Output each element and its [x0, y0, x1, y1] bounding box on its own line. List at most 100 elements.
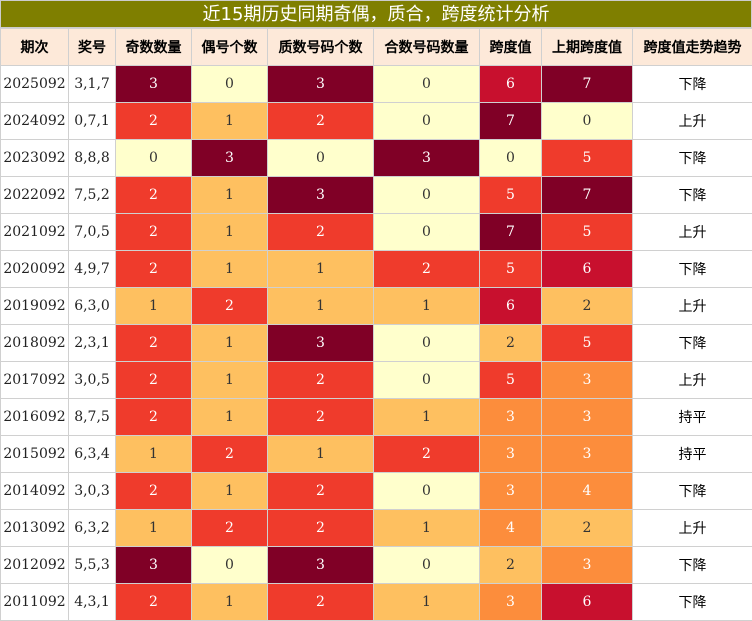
even-count-cell: 1 [191, 176, 268, 214]
table-row: 2019092 6,3,0 1 2 1 1 6 2 上升 [0, 287, 752, 325]
numbers-cell: 8,7,5 [68, 398, 116, 436]
prev-span-cell: 2 [541, 509, 633, 547]
composite-count-cell: 0 [373, 324, 480, 362]
numbers-cell: 7,5,2 [68, 176, 116, 214]
span-cell: 0 [479, 139, 542, 177]
odd-count-cell: 2 [115, 361, 192, 399]
numbers-cell: 5,5,3 [68, 546, 116, 584]
even-count-cell: 2 [191, 435, 268, 473]
composite-count-cell: 2 [373, 435, 480, 473]
odd-count-cell: 3 [115, 546, 192, 584]
header-prev-span: 上期跨度值 [541, 28, 633, 66]
composite-count-cell: 1 [373, 398, 480, 436]
table-row: 2022092 7,5,2 2 1 3 0 5 7 下降 [0, 176, 752, 214]
header-span: 跨度值 [479, 28, 542, 66]
trend-cell: 上升 [632, 102, 752, 140]
odd-count-cell: 0 [115, 139, 192, 177]
period-cell: 2021092 [0, 213, 69, 251]
table-title: 近15期历史同期奇偶，质合，跨度统计分析 [0, 0, 752, 28]
numbers-cell: 0,7,1 [68, 102, 116, 140]
prev-span-cell: 7 [541, 176, 633, 214]
span-cell: 6 [479, 287, 542, 325]
prev-span-cell: 3 [541, 398, 633, 436]
table-row: 2017092 3,0,5 2 1 2 0 5 3 上升 [0, 361, 752, 399]
prev-span-cell: 0 [541, 102, 633, 140]
prev-span-cell: 5 [541, 213, 633, 251]
even-count-cell: 0 [191, 546, 268, 584]
even-count-cell: 1 [191, 398, 268, 436]
period-cell: 2020092 [0, 250, 69, 288]
span-cell: 3 [479, 472, 542, 510]
composite-count-cell: 1 [373, 509, 480, 547]
even-count-cell: 1 [191, 250, 268, 288]
trend-cell: 下降 [632, 65, 752, 103]
prev-span-cell: 3 [541, 546, 633, 584]
table-row: 2016092 8,7,5 2 1 2 1 3 3 持平 [0, 398, 752, 436]
span-cell: 6 [479, 65, 542, 103]
numbers-cell: 6,3,0 [68, 287, 116, 325]
prime-count-cell: 1 [267, 287, 374, 325]
table-row: 2021092 7,0,5 2 1 2 0 7 5 上升 [0, 213, 752, 251]
prev-span-cell: 4 [541, 472, 633, 510]
prime-count-cell: 2 [267, 361, 374, 399]
table-row: 2011092 4,3,1 2 1 2 1 3 6 下降 [0, 583, 752, 621]
prime-count-cell: 3 [267, 546, 374, 584]
composite-count-cell: 0 [373, 546, 480, 584]
odd-count-cell: 2 [115, 176, 192, 214]
prime-count-cell: 3 [267, 176, 374, 214]
prime-count-cell: 1 [267, 435, 374, 473]
composite-count-cell: 1 [373, 287, 480, 325]
prev-span-cell: 3 [541, 361, 633, 399]
period-cell: 2024092 [0, 102, 69, 140]
stats-table: 期次 奖号 奇数数量 偶号个数 质数号码个数 合数号码数量 跨度值 上期跨度值 … [0, 28, 752, 621]
period-cell: 2013092 [0, 509, 69, 547]
header-trend: 跨度值走势趋势 [632, 28, 752, 66]
numbers-cell: 3,1,7 [68, 65, 116, 103]
even-count-cell: 0 [191, 65, 268, 103]
numbers-cell: 3,0,5 [68, 361, 116, 399]
header-odd-count: 奇数数量 [115, 28, 192, 66]
span-cell: 4 [479, 509, 542, 547]
period-cell: 2016092 [0, 398, 69, 436]
even-count-cell: 3 [191, 139, 268, 177]
table-row: 2024092 0,7,1 2 1 2 0 7 0 上升 [0, 102, 752, 140]
trend-cell: 下降 [632, 250, 752, 288]
header-even-count: 偶号个数 [191, 28, 268, 66]
table-row: 2015092 6,3,4 1 2 1 2 3 3 持平 [0, 435, 752, 473]
trend-cell: 上升 [632, 213, 752, 251]
period-cell: 2012092 [0, 546, 69, 584]
prime-count-cell: 0 [267, 139, 374, 177]
odd-count-cell: 2 [115, 324, 192, 362]
table-row: 2020092 4,9,7 2 1 1 2 5 6 下降 [0, 250, 752, 288]
period-cell: 2018092 [0, 324, 69, 362]
span-cell: 2 [479, 546, 542, 584]
period-cell: 2023092 [0, 139, 69, 177]
composite-count-cell: 0 [373, 472, 480, 510]
trend-cell: 持平 [632, 398, 752, 436]
odd-count-cell: 1 [115, 509, 192, 547]
header-composite-count: 合数号码数量 [373, 28, 480, 66]
prev-span-cell: 2 [541, 287, 633, 325]
header-numbers: 奖号 [68, 28, 116, 66]
composite-count-cell: 0 [373, 213, 480, 251]
table-row: 2013092 6,3,2 1 2 2 1 4 2 上升 [0, 509, 752, 547]
span-cell: 7 [479, 213, 542, 251]
trend-cell: 上升 [632, 509, 752, 547]
numbers-cell: 4,9,7 [68, 250, 116, 288]
trend-cell: 下降 [632, 139, 752, 177]
span-cell: 5 [479, 250, 542, 288]
span-cell: 5 [479, 361, 542, 399]
composite-count-cell: 0 [373, 65, 480, 103]
odd-count-cell: 2 [115, 102, 192, 140]
span-cell: 3 [479, 435, 542, 473]
even-count-cell: 1 [191, 583, 268, 621]
prime-count-cell: 3 [267, 324, 374, 362]
prev-span-cell: 5 [541, 139, 633, 177]
prev-span-cell: 6 [541, 250, 633, 288]
trend-cell: 下降 [632, 472, 752, 510]
even-count-cell: 1 [191, 102, 268, 140]
span-cell: 3 [479, 398, 542, 436]
numbers-cell: 6,3,2 [68, 509, 116, 547]
prime-count-cell: 2 [267, 472, 374, 510]
